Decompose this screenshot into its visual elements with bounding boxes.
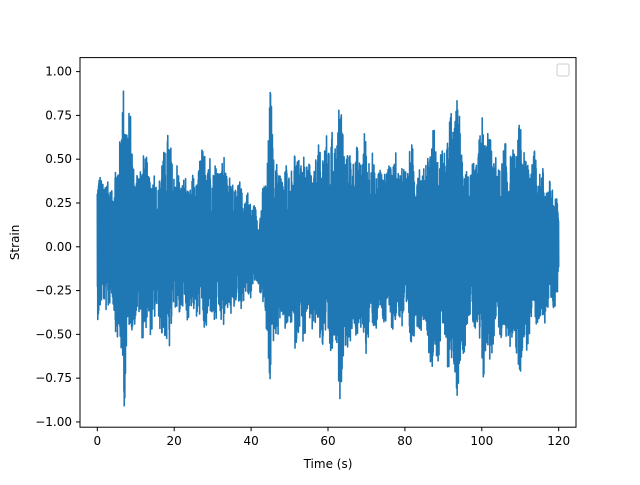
y-tick-label: 0.50 xyxy=(45,152,72,166)
legend-box[interactable] xyxy=(556,63,570,77)
y-axis: −1.00 −0.75 −0.50 −0.25 0.00 0.25 0.50 0.75 1.00 xyxy=(35,65,80,429)
plot-area xyxy=(96,90,560,407)
y-tick-label: 0.25 xyxy=(45,196,72,210)
y-tick-label: −1.00 xyxy=(35,415,72,429)
y-tick-label: 1.00 xyxy=(45,65,72,79)
y-tick-label: 0.75 xyxy=(45,108,72,122)
x-tick-label: 120 xyxy=(547,434,570,448)
y-tick-label: −0.75 xyxy=(35,371,72,385)
x-tick-label: 0 xyxy=(93,434,101,448)
x-axis: 0 20 40 60 80 100 120 xyxy=(93,427,570,448)
x-tick-label: 60 xyxy=(320,434,335,448)
y-tick-label: −0.25 xyxy=(35,284,72,298)
x-axis-label: Time (s) xyxy=(303,457,353,471)
y-tick-label: 0.00 xyxy=(45,240,72,254)
x-tick-label: 20 xyxy=(167,434,182,448)
x-tick-label: 40 xyxy=(243,434,258,448)
strain-series-line xyxy=(96,90,560,407)
y-tick-label: −0.50 xyxy=(35,327,72,341)
y-axis-label: Strain xyxy=(8,225,22,261)
x-tick-label: 80 xyxy=(397,434,412,448)
x-tick-label: 100 xyxy=(470,434,493,448)
